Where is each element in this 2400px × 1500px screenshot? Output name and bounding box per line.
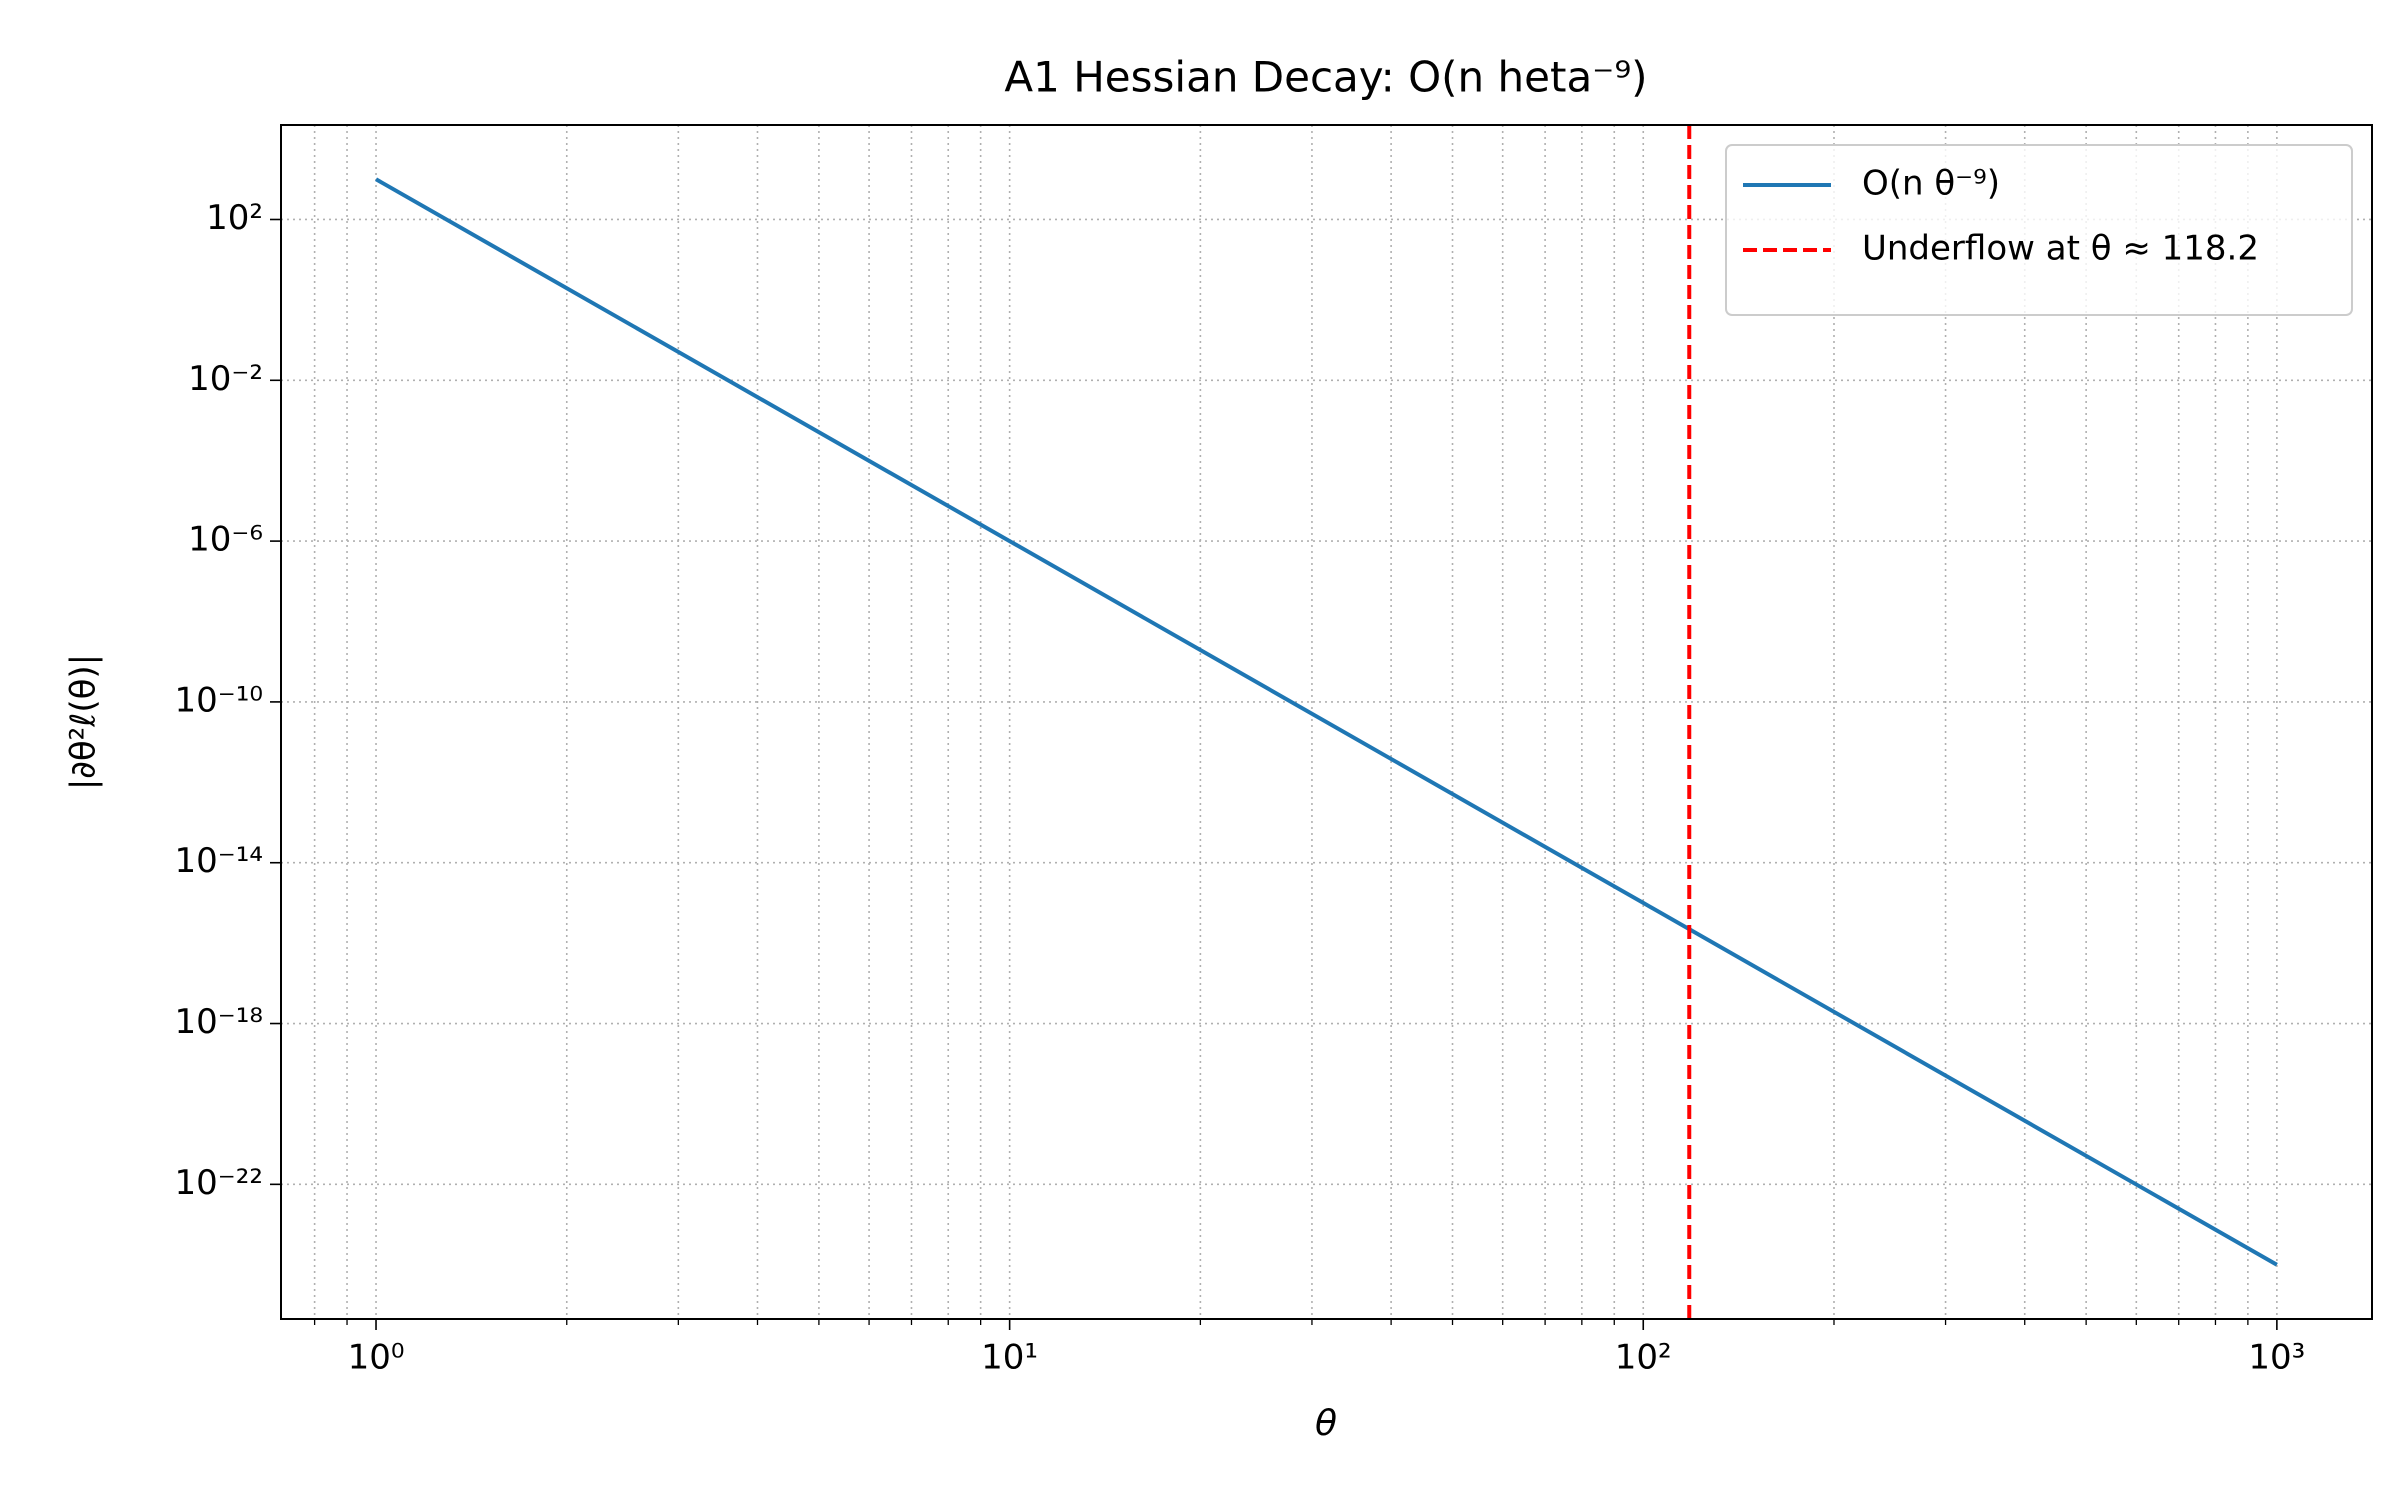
legend-label: O(n θ⁻⁹) xyxy=(1862,164,2000,204)
legend-label: Underflow at θ ≈ 118.2 xyxy=(1862,229,2259,269)
x-tick-label: 10⁰ xyxy=(348,1338,405,1378)
y-tick-label: 10⁻¹⁰ xyxy=(175,680,263,720)
y-axis-label: |∂θ²ℓ(θ)| xyxy=(64,654,104,790)
y-tick-label: 10⁻² xyxy=(188,359,263,399)
x-axis-label: θ xyxy=(1315,1403,1337,1444)
legend: O(n θ⁻⁹) Underflow at θ ≈ 118.2 xyxy=(1725,144,2353,316)
y-tick-label: 10² xyxy=(206,198,263,238)
line-series xyxy=(375,177,2278,1267)
plot-frame xyxy=(280,124,2373,1320)
x-tick-label: 10¹ xyxy=(981,1338,1038,1378)
chart-title: A1 Hessian Decay: O(n heta⁻⁹) xyxy=(1004,53,1647,102)
x-tick-label: 10² xyxy=(1615,1338,1672,1378)
y-tick-label: 10⁻¹⁸ xyxy=(175,1002,263,1042)
y-tick-label: 10⁻⁶ xyxy=(188,520,263,560)
x-tick-label: 10³ xyxy=(2248,1338,2305,1378)
legend-box xyxy=(1725,144,2353,316)
y-tick-label: 10⁻¹⁴ xyxy=(175,841,263,881)
y-tick-label: 10⁻²² xyxy=(175,1163,263,1203)
